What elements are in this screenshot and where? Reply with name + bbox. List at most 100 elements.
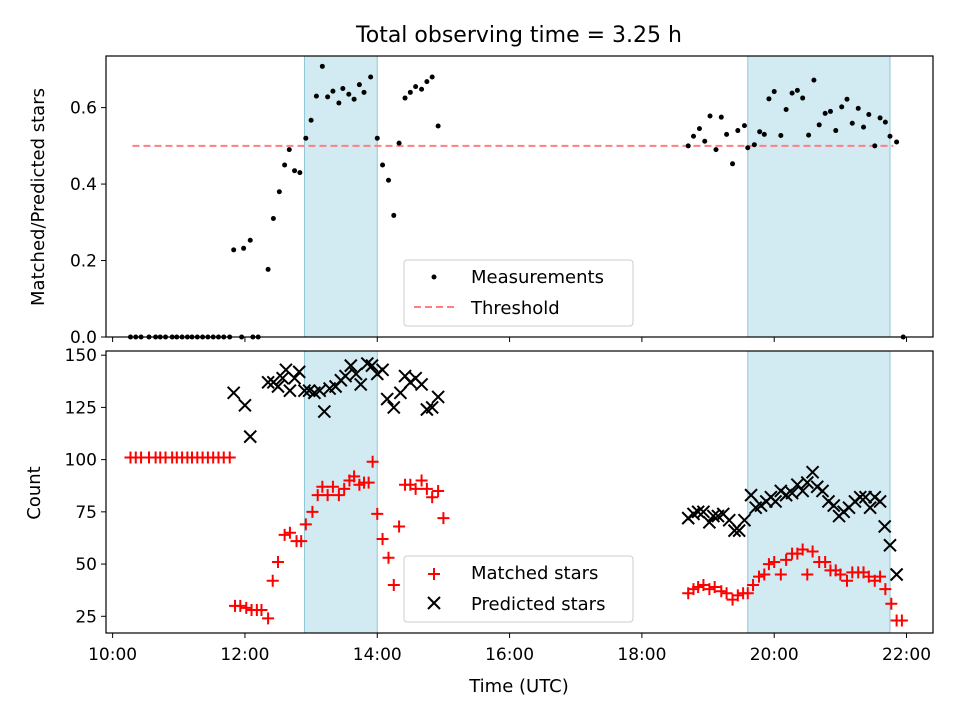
measurement-point xyxy=(303,135,309,141)
matched-stars-point xyxy=(801,568,814,581)
measurement-point xyxy=(391,212,397,218)
matched-stars-point xyxy=(720,587,733,600)
top-legend: Measurements Threshold xyxy=(403,259,634,327)
x-tick-label: 18:00 xyxy=(617,645,666,665)
matched-stars-point xyxy=(437,512,450,525)
x-axis-label: Time (UTC) xyxy=(468,676,569,697)
measurement-point xyxy=(231,247,237,253)
measurement-point xyxy=(368,74,374,80)
legend-measurements-label: Measurements xyxy=(471,267,604,288)
matched-stars-point xyxy=(752,570,765,583)
measurement-point xyxy=(751,142,757,148)
top-y-ticks: 0.0 0.2 0.4 0.6 xyxy=(70,99,106,348)
predicted-stars-point xyxy=(877,519,892,534)
measurement-point xyxy=(730,161,736,167)
predicted-stars-point xyxy=(338,369,353,383)
bottom-y-axis-label: Count xyxy=(24,466,45,519)
measurement-point xyxy=(413,84,419,90)
measurement-point xyxy=(872,143,878,149)
predicted-stars-point xyxy=(380,392,394,406)
matched-stars-point xyxy=(223,451,236,464)
predicted-stars-point xyxy=(727,523,742,538)
measurement-point xyxy=(319,63,325,69)
matched-stars-point xyxy=(266,574,279,587)
measurement-point xyxy=(330,88,336,94)
predicted-stars-point xyxy=(815,484,830,498)
predicted-stars-point xyxy=(349,367,363,381)
matched-stars-point xyxy=(321,489,334,502)
matched-stars-point xyxy=(758,568,771,581)
predicted-stars-point xyxy=(800,475,815,490)
matched-stars-point xyxy=(326,480,339,493)
predicted-stars-point xyxy=(702,515,717,529)
matched-stars-point xyxy=(715,585,728,598)
predicted-stars-point xyxy=(344,358,358,373)
measurement-point xyxy=(778,133,784,139)
predicted-stars-point xyxy=(261,375,275,390)
legend-threshold-label: Threshold xyxy=(470,298,560,319)
measurement-point xyxy=(766,96,772,102)
measurement-point xyxy=(877,115,883,121)
bottom-legend: Matched stars Predicted stars xyxy=(403,555,634,623)
matched-stars-point xyxy=(348,470,361,483)
predicted-stars-point xyxy=(414,377,429,392)
matched-stars-point xyxy=(283,526,296,539)
y-tick-label: 100 xyxy=(65,451,97,471)
matched-stars-point xyxy=(376,533,389,545)
observing-window-span xyxy=(303,350,378,634)
matched-stars-point xyxy=(382,551,395,564)
matched-stars-point xyxy=(332,489,345,502)
matched-stars-point xyxy=(262,612,275,625)
matched-stars-point xyxy=(796,543,809,556)
y-tick-label: 50 xyxy=(75,555,97,575)
matched-stars-point xyxy=(819,555,832,568)
matched-stars-point xyxy=(885,597,898,610)
measurement-point xyxy=(735,128,741,134)
measurement-point xyxy=(702,138,708,144)
predicted-stars-point xyxy=(853,490,867,504)
top-axes-frame xyxy=(105,55,934,338)
y-tick-label: 25 xyxy=(75,607,97,627)
predicted-stars-point xyxy=(238,398,252,413)
measurement-point xyxy=(887,133,893,139)
matched-stars-point xyxy=(362,476,375,489)
measurement-point xyxy=(297,170,303,176)
matched-stars-point xyxy=(295,535,308,548)
predicted-stars-point xyxy=(889,567,904,582)
measurement-point xyxy=(380,162,386,168)
matched-stars-point xyxy=(409,482,422,495)
matched-stars-point xyxy=(338,482,351,495)
measurement-point xyxy=(396,140,402,146)
x-tick-label: 12:00 xyxy=(220,645,269,665)
measurement-point xyxy=(894,139,900,145)
measurement-point xyxy=(822,110,828,116)
matched-stars-point xyxy=(762,558,775,571)
bottom-panel: 25 50 75 100 125 150 10:00 12:00 14:00 16:00 18:0… xyxy=(24,346,934,697)
predicted-stars-point xyxy=(863,500,877,515)
matched-stars-point xyxy=(420,482,433,495)
y-tick-label: 75 xyxy=(75,503,97,523)
predicted-stars-point xyxy=(292,365,306,379)
measurement-point xyxy=(346,91,352,97)
measurement-point xyxy=(407,89,413,95)
measurement-point xyxy=(713,147,719,153)
figure-title: Total observing time = 3.25 h xyxy=(355,23,682,48)
matched-stars-point xyxy=(306,505,319,518)
measurement-point xyxy=(325,94,331,100)
predicted-stars-point xyxy=(226,386,241,400)
matched-stars-point xyxy=(692,581,705,594)
measurement-point xyxy=(241,245,247,251)
top-panel: 0.0 0.2 0.4 0.6 Matched/Predicted stars Mea… xyxy=(28,55,934,348)
predicted-stars-point xyxy=(696,505,711,519)
x-tick-label: 10:00 xyxy=(88,645,137,665)
bottom-x-ticks: 10:00 12:00 14:00 16:00 18:00 20:00 22:00 xyxy=(88,633,931,665)
predicted-stars-point xyxy=(393,386,408,400)
measurement-point xyxy=(270,215,276,221)
y-tick-label: 0.2 xyxy=(70,252,97,272)
predicted-stars-point xyxy=(827,498,841,513)
legend-predicted-marker xyxy=(427,596,441,610)
top-legend-box xyxy=(403,259,634,327)
measurement-point xyxy=(800,95,806,101)
legend-matched-marker xyxy=(428,568,440,580)
